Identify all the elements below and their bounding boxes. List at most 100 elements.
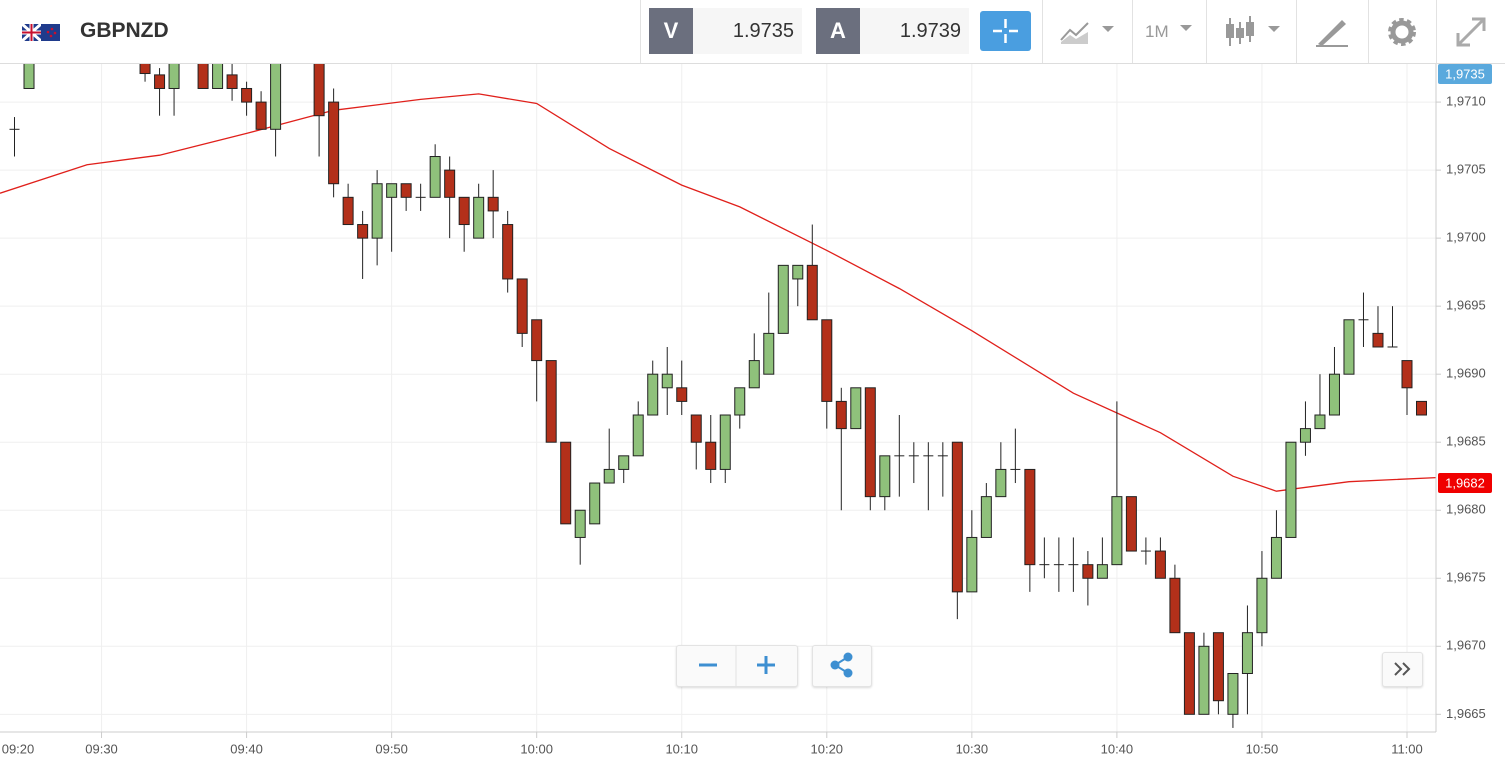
candle-body	[792, 264, 804, 280]
candle-body	[1096, 564, 1108, 579]
sell-label[interactable]: V	[649, 8, 693, 54]
candle-body	[690, 414, 702, 443]
separator	[1132, 0, 1133, 63]
candle-body	[1401, 360, 1413, 389]
candle-body	[1343, 319, 1355, 375]
y-tick-label: 1,9670	[1446, 638, 1486, 653]
candle-body	[1372, 332, 1384, 348]
candle-body	[342, 196, 354, 226]
candle-body	[995, 468, 1007, 498]
settings-button[interactable]	[1385, 15, 1419, 49]
candle-body	[603, 468, 615, 484]
candle-body	[502, 224, 514, 280]
candle-body	[473, 196, 485, 239]
candle-body	[1154, 550, 1166, 579]
candle-body	[545, 360, 557, 443]
candle-body	[821, 319, 833, 402]
scroll-right-button[interactable]	[1382, 652, 1423, 687]
x-tick-label: 10:10	[665, 741, 698, 756]
y-tick-label: 1,9710	[1446, 94, 1486, 109]
candle-body	[168, 64, 180, 89]
candle-body	[429, 156, 441, 198]
candle-body	[139, 64, 151, 75]
candle-body	[386, 183, 398, 198]
y-tick-label: 1,9680	[1446, 502, 1486, 517]
candle-body	[1314, 414, 1326, 430]
y-tick-label: 1,9705	[1446, 162, 1486, 177]
candle-body	[1082, 564, 1094, 579]
candle-body	[1125, 496, 1137, 552]
candle-body	[589, 482, 601, 525]
x-tick-label: 10:50	[1246, 741, 1279, 756]
candle-body	[458, 196, 470, 226]
x-tick-label: 09:20	[2, 741, 35, 756]
candle-body	[734, 387, 746, 416]
y-tick-label: 1,9695	[1446, 298, 1486, 313]
candle-body	[632, 414, 644, 457]
candle-body	[676, 387, 688, 402]
candle-body	[1198, 645, 1210, 715]
candle-body	[400, 183, 412, 198]
candle-body	[763, 332, 775, 375]
x-tick-label: 10:00	[520, 741, 553, 756]
x-tick-label: 09:40	[230, 741, 263, 756]
candle-body	[705, 441, 717, 470]
candle-body	[618, 455, 630, 470]
candle-style-button[interactable]	[1224, 14, 1284, 50]
candle-body	[560, 441, 572, 525]
zoom-icons	[699, 646, 775, 686]
y-tick-label: 1,9700	[1446, 230, 1486, 245]
candle-body	[980, 496, 992, 538]
separator	[1206, 0, 1207, 63]
sell-price[interactable]: 1.9735	[693, 8, 802, 54]
candle-body	[1299, 428, 1311, 443]
candle-body	[241, 87, 253, 103]
candle-body	[777, 264, 789, 334]
fullscreen-button[interactable]	[1454, 15, 1488, 49]
candle-body	[371, 183, 383, 239]
candle-body	[879, 455, 891, 498]
share-button[interactable]	[812, 645, 872, 687]
x-tick-label: 11:00	[1391, 741, 1423, 756]
buy-price[interactable]: 1.9739	[860, 8, 969, 54]
draw-button[interactable]	[1314, 16, 1350, 48]
separator	[640, 0, 641, 63]
candle-body	[806, 264, 818, 321]
price-badge	[1438, 473, 1492, 494]
separator	[1436, 0, 1437, 63]
candle-body	[1285, 441, 1297, 538]
x-tick-label: 09:30	[85, 741, 118, 756]
candle-body	[255, 101, 267, 130]
candle-body	[850, 387, 862, 430]
candle-body	[661, 373, 673, 389]
moving-average-line	[0, 93, 1436, 492]
separator	[1368, 0, 1369, 63]
timeframe[interactable]: 1M	[1145, 22, 1169, 41]
price-badge	[1438, 64, 1492, 84]
candle-body	[1212, 632, 1224, 702]
flag-icon	[22, 24, 60, 41]
candle-body	[1328, 373, 1340, 416]
crosshair-button[interactable]	[980, 11, 1031, 51]
x-tick-label: 09:50	[375, 741, 408, 756]
candle-body	[1111, 496, 1123, 566]
y-tick-label: 1,9665	[1446, 706, 1486, 721]
candle-body	[719, 414, 731, 470]
candle-body	[1183, 632, 1195, 715]
separator	[1042, 0, 1043, 63]
candle-body	[966, 536, 978, 593]
buy-label[interactable]: A	[816, 8, 860, 54]
candle-body	[531, 319, 543, 362]
candle-body	[487, 196, 499, 212]
candle-body	[313, 64, 325, 117]
candle-body	[748, 360, 760, 389]
candle-body	[1415, 400, 1427, 416]
chart-type-button[interactable]	[1058, 18, 1118, 46]
price-badge-label: 1,9735	[1445, 66, 1485, 81]
y-tick-label: 1,9690	[1446, 366, 1486, 381]
y-tick-label: 1,9685	[1446, 434, 1486, 449]
candle-body	[1024, 468, 1036, 566]
candle-body	[197, 64, 209, 89]
toolbar: GBPNZD V 1.9735 A 1.9739 1M	[0, 0, 1505, 64]
